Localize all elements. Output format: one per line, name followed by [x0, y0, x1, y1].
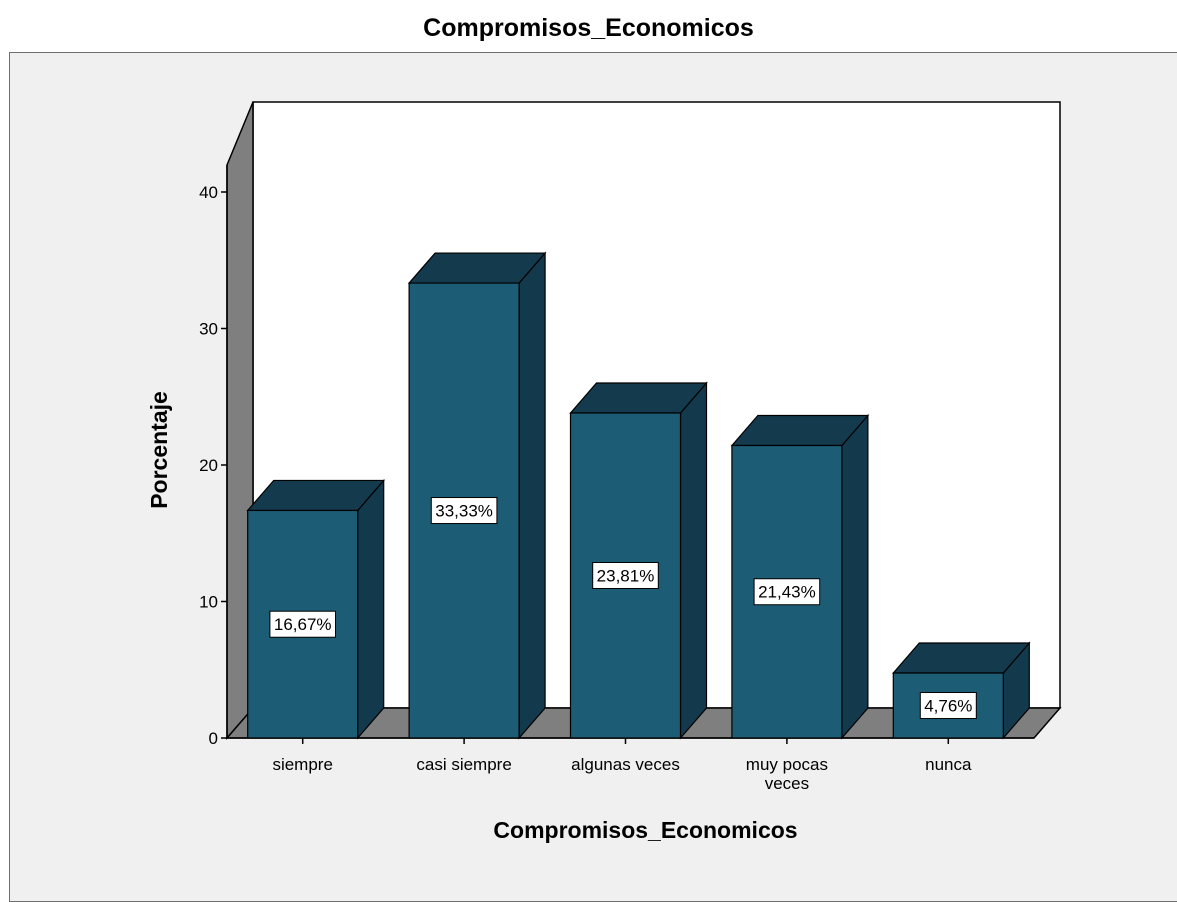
data-label-box: [753, 578, 821, 606]
bar-side: [841, 413, 869, 740]
chart-title: Compromisos_Economicos: [423, 14, 754, 42]
bar-side: [518, 251, 546, 740]
bar-side: [679, 381, 708, 740]
data-label-box: [919, 692, 977, 720]
x-tick-label: veces: [765, 774, 809, 793]
y-tick-label: 30: [199, 320, 218, 339]
data-label-box: [430, 497, 498, 525]
y-tick-label: 0: [209, 729, 218, 748]
data-label: 23,81%: [597, 566, 655, 585]
x-tick-label: nunca: [925, 755, 972, 774]
y-tick-label: 40: [199, 183, 218, 202]
y-tick-label: 10: [199, 593, 218, 612]
data-label-box: [269, 610, 336, 638]
x-axis-title: Compromisos_Economicos: [493, 817, 797, 843]
data-label-box: [592, 561, 659, 589]
y-axis-title: Porcentaje: [146, 391, 172, 509]
x-tick-label: muy pocas: [746, 755, 828, 774]
x-tick-label: siempre: [272, 755, 332, 774]
bar-side: [357, 478, 385, 740]
data-label: 21,43%: [758, 583, 816, 602]
x-tick-label: algunas veces: [571, 755, 680, 774]
data-label: 33,33%: [435, 502, 493, 521]
data-label: 16,67%: [274, 615, 332, 634]
y-tick-label: 20: [199, 456, 218, 475]
x-tick-label: casi siempre: [416, 755, 511, 774]
data-label: 4,76%: [924, 697, 972, 716]
